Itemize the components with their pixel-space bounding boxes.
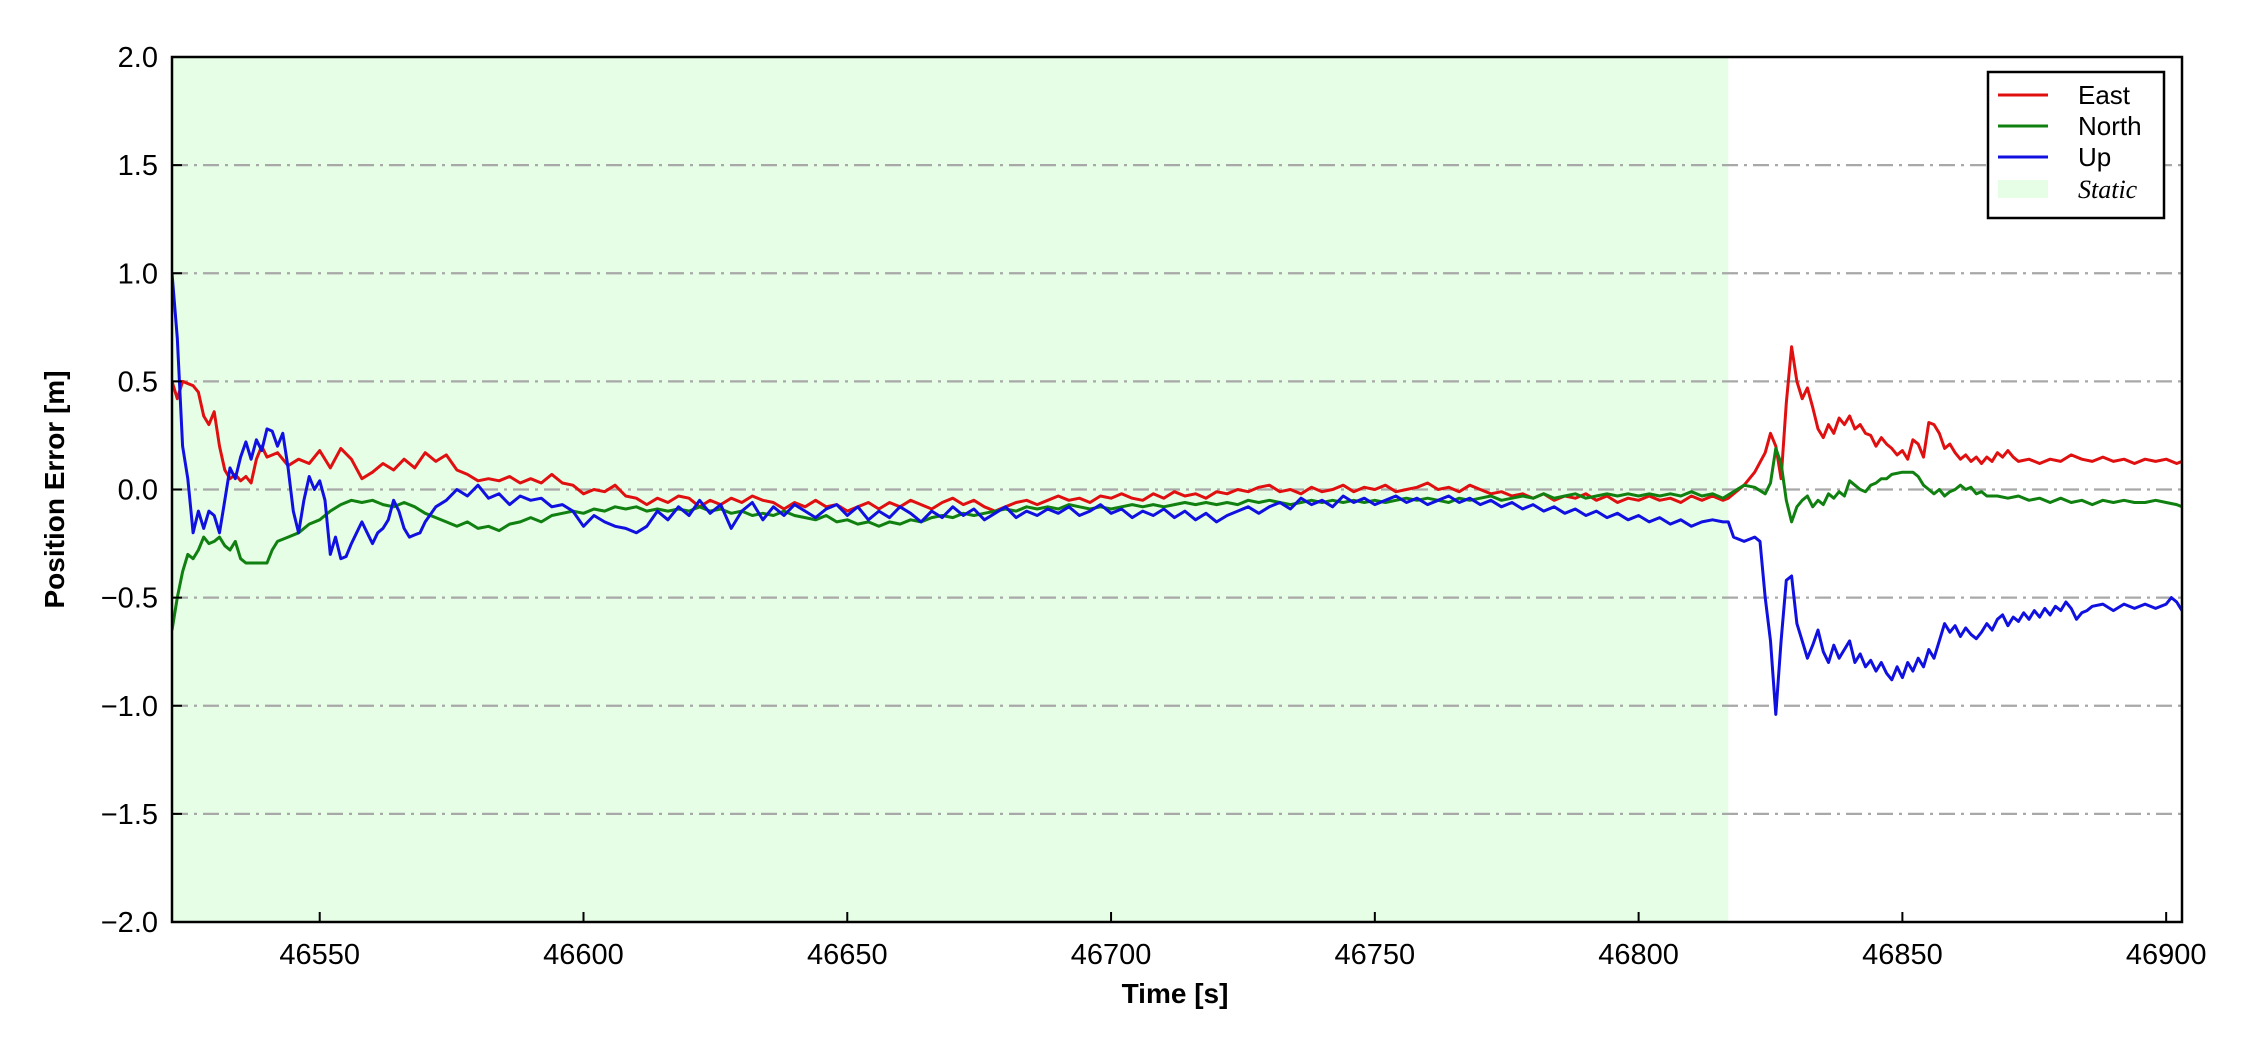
x-tick-label: 46850 [1862, 939, 1943, 971]
x-tick-label: 46800 [1598, 939, 1679, 971]
x-tick-label: 46650 [807, 939, 888, 971]
legend-label-east: East [2078, 80, 2131, 110]
y-tick-label: 1.5 [118, 150, 158, 182]
y-tick-label: −1.5 [101, 799, 158, 831]
y-tick-label: 0.5 [118, 366, 158, 398]
y-tick-label: −2.0 [101, 907, 158, 939]
y-axis-title: Position Error [m] [39, 370, 70, 608]
legend-label-north: North [2078, 111, 2142, 141]
x-tick-label: 46750 [1335, 939, 1416, 971]
y-tick-label: 0.0 [118, 475, 158, 507]
legend-label-up: Up [2078, 142, 2111, 172]
series-line-north [172, 446, 2182, 631]
x-tick-label: 46600 [543, 939, 624, 971]
y-tick-label: −0.5 [101, 583, 158, 615]
x-tick-label: 46700 [1071, 939, 1152, 971]
series-line-east [172, 345, 2182, 513]
x-tick-label: 46900 [2126, 939, 2207, 971]
y-tick-label: 2.0 [118, 42, 158, 74]
legend-label-static: Static [2078, 175, 2138, 204]
y-tick-label: −1.0 [101, 691, 158, 723]
x-tick-label: 46550 [279, 939, 360, 971]
legend-swatch-static [1998, 180, 2048, 198]
x-axis-title: Time [s] [1122, 978, 1229, 1009]
y-tick-label: 1.0 [118, 258, 158, 290]
series-line-up [172, 273, 2182, 716]
